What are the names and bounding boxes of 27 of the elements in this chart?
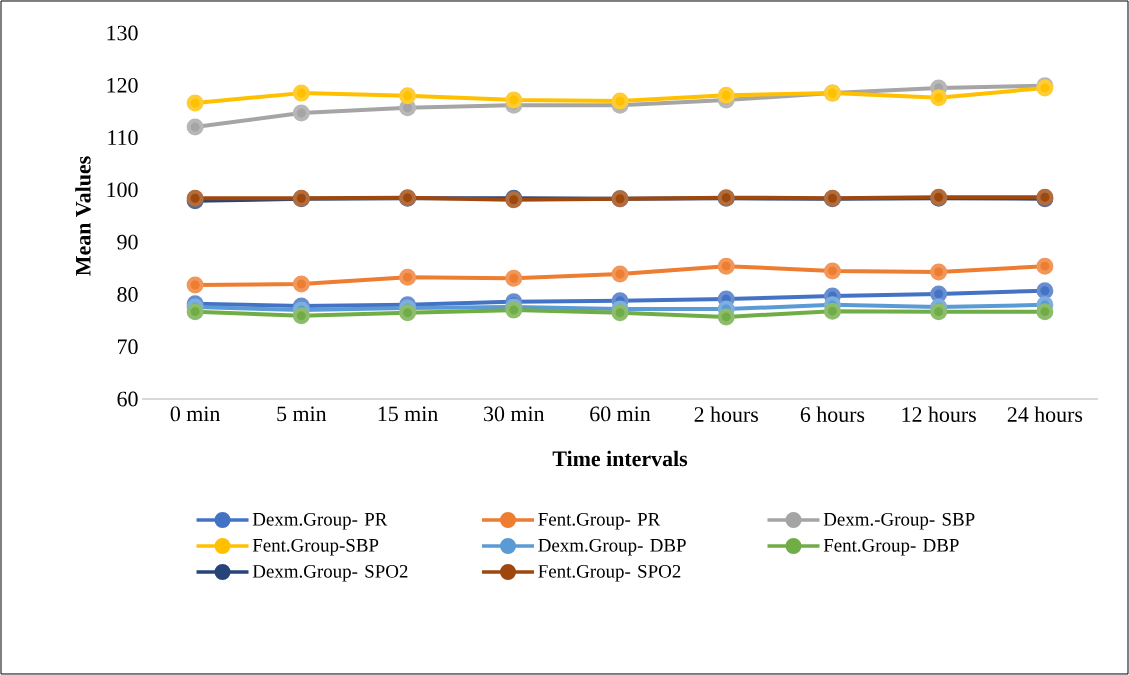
y-tick-label: 60 [117,391,138,407]
y-tick-label: 80 [117,287,138,302]
x-tick-label: 30 min [484,406,545,422]
legend-label: Fent.Group- SPO2 [538,565,681,582]
legend-label: Dexm.-Group- SBP [823,512,975,530]
legend-label: Fent.Group- PR [538,512,661,530]
y-tick-label: 100 [107,182,138,198]
y-tick-label: 110 [108,130,138,145]
legend-label: Dexm.Group- PR [252,512,388,530]
x-tick-label: 5 min [277,406,327,422]
x-tick-label: 12 hours [902,406,976,422]
x-tick-label: 0 min [170,406,221,422]
legend-label: Dexm.Group- DBP [538,538,686,556]
x-tick-label: 15 min [378,406,438,422]
x-tick-label: 24 hours [1007,406,1083,422]
y-tick-label: 130 [107,25,138,41]
x-tick-label: 6 hours [800,406,865,422]
x-tick-label: 2 hours [694,406,758,422]
x-axis-title: Time intervals [552,450,688,467]
legend-label: Fent.Group-SBP [252,538,379,556]
legend-label: Dexm.Group- SPO2 [252,565,408,582]
y-tick-label: 90 [117,234,138,250]
x-tick-label: 60 min [590,406,651,422]
y-tick-label: 70 [118,339,138,355]
legend-label: Fent.Group- DBP [823,538,959,556]
y-axis-title: Mean Values [75,156,91,276]
y-tick-label: 120 [107,77,138,93]
